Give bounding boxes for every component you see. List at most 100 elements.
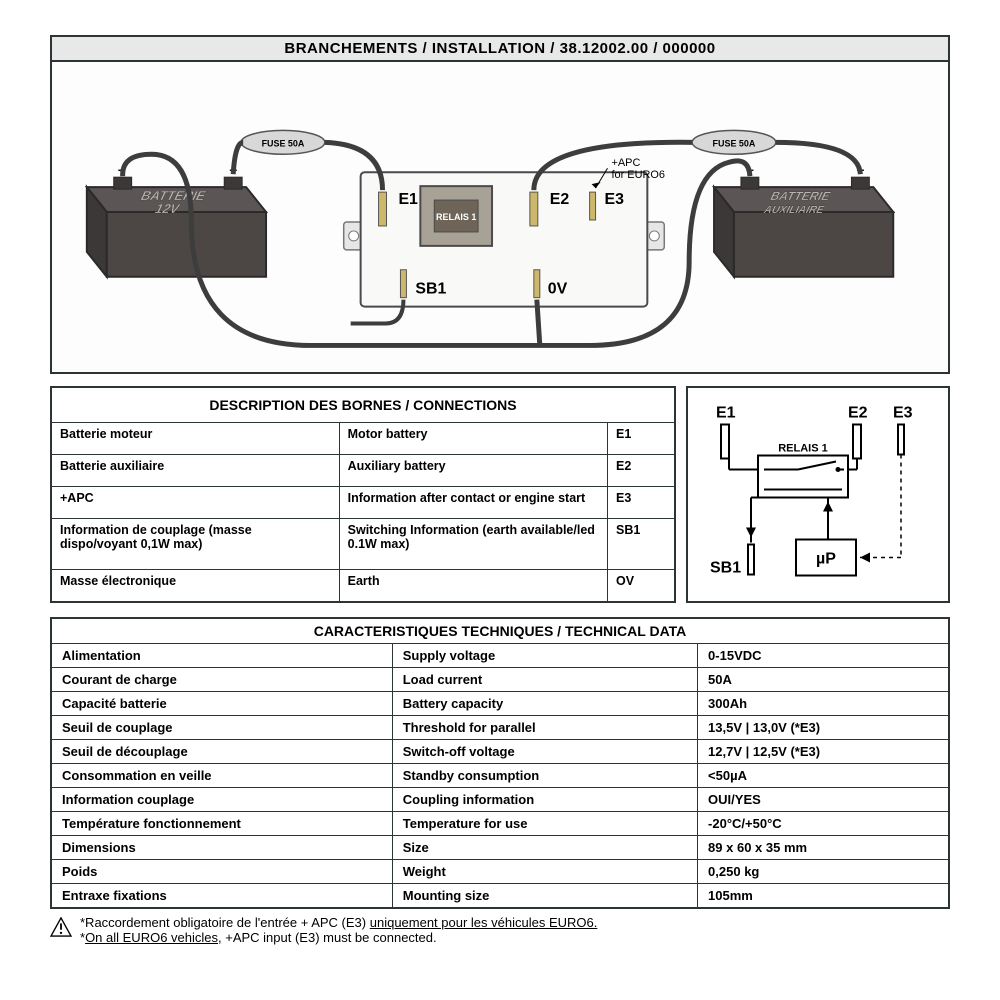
svg-text:E3: E3 [893,405,913,422]
svg-text:FUSE 50A: FUSE 50A [713,138,756,148]
svg-text:E1: E1 [716,405,736,422]
svg-text:FUSE 50A: FUSE 50A [262,138,305,148]
svg-text:SB1: SB1 [710,560,741,577]
diagram-title: BRANCHEMENTS / INSTALLATION / 38.12002.0… [50,35,950,62]
svg-text:RELAIS 1: RELAIS 1 [436,212,476,222]
table-row: DimensionsSize89 x 60 x 35 mm [51,836,949,860]
tech-fr: Seuil de découplage [51,740,392,764]
svg-text:E1: E1 [398,191,418,208]
fuse-right-icon: FUSE 50A [692,130,776,154]
connections-table: DESCRIPTION DES BORNES / CONNECTIONS Bat… [50,386,676,603]
tech-val: <50µA [698,764,949,788]
tech-en: Mounting size [392,884,697,909]
tech-fr: Seuil de couplage [51,716,392,740]
footnote-line-2: *On all EURO6 vehicles, +APC input (E3) … [80,930,597,945]
tech-en: Load current [392,668,697,692]
conn-fr: +APC [51,486,339,518]
tech-en: Battery capacity [392,692,697,716]
tech-val: OUI/YES [698,788,949,812]
footnote-line-1: *Raccordement obligatoire de l'entrée + … [80,915,597,930]
technical-header: CARACTERISTIQUES TECHNIQUES / TECHNICAL … [51,618,949,644]
tech-val: 89 x 60 x 35 mm [698,836,949,860]
conn-code: SB1 [608,518,676,569]
conn-en: Switching Information (earth available/l… [339,518,607,569]
conn-fr: Batterie auxiliaire [51,454,339,486]
svg-text:E2: E2 [550,191,570,208]
tech-val: 50A [698,668,949,692]
table-row: +APCInformation after contact or engine … [51,486,675,518]
table-row: Batterie auxiliaireAuxiliary batteryE2 [51,454,675,486]
svg-text:E3: E3 [605,191,625,208]
table-row: Information couplageCoupling information… [51,788,949,812]
table-row: PoidsWeight0,250 kg [51,860,949,884]
tech-val: 300Ah [698,692,949,716]
tech-fr: Température fonctionnement [51,812,392,836]
svg-text:+APC: +APC [612,157,641,169]
tech-fr: Entraxe fixations [51,884,392,909]
conn-fr: Batterie moteur [51,422,339,454]
schematic-diagram: E1 E2 E3 SB1 RELAIS 1 [686,386,950,603]
battery-aux-icon: BATTERIE AUXILIAIRE − + [714,162,893,277]
installation-diagram: BATTERIE 12V − + BATTERIE AUXILIAIRE − + [50,62,950,374]
relay-module-icon: RELAIS 1 E1 E2 E3 SB1 0V [344,172,665,306]
table-row: AlimentationSupply voltage0-15VDC [51,644,949,668]
table-row: Masse électroniqueEarthOV [51,569,675,602]
wiring-svg: BATTERIE 12V − + BATTERIE AUXILIAIRE − + [52,62,948,372]
svg-text:0V: 0V [548,281,568,298]
tech-fr: Courant de charge [51,668,392,692]
tech-en: Supply voltage [392,644,697,668]
tech-fr: Consommation en veille [51,764,392,788]
conn-en: Auxiliary battery [339,454,607,486]
conn-code: E1 [608,422,676,454]
conn-code: E3 [608,486,676,518]
tech-en: Size [392,836,697,860]
tech-val: -20°C/+50°C [698,812,949,836]
tech-fr: Capacité batterie [51,692,392,716]
svg-text:for EURO6: for EURO6 [612,169,666,181]
tech-en: Weight [392,860,697,884]
svg-text:µP: µP [816,551,836,568]
tech-val: 12,7V | 12,5V (*E3) [698,740,949,764]
warning-icon [50,917,72,937]
conn-en: Earth [339,569,607,602]
tech-val: 13,5V | 13,0V (*E3) [698,716,949,740]
tech-en: Standby consumption [392,764,697,788]
table-row: Capacité batterieBattery capacity300Ah [51,692,949,716]
conn-fr: Information de couplage (masse dispo/voy… [51,518,339,569]
svg-text:SB1: SB1 [415,281,446,298]
table-row: Seuil de découplageSwitch-off voltage12,… [51,740,949,764]
conn-code: E2 [608,454,676,486]
technical-data-table: CARACTERISTIQUES TECHNIQUES / TECHNICAL … [50,617,950,909]
table-row: Consommation en veilleStandby consumptio… [51,764,949,788]
tech-en: Temperature for use [392,812,697,836]
table-row: Batterie moteurMotor batteryE1 [51,422,675,454]
connections-header: DESCRIPTION DES BORNES / CONNECTIONS [51,387,675,422]
tech-en: Threshold for parallel [392,716,697,740]
tech-val: 0-15VDC [698,644,949,668]
svg-text:BATTERIE: BATTERIE [768,190,833,203]
tech-fr: Alimentation [51,644,392,668]
tech-en: Switch-off voltage [392,740,697,764]
conn-en: Information after contact or engine star… [339,486,607,518]
wire-e2-a [776,142,861,174]
conn-code: OV [608,569,676,602]
tech-val: 0,250 kg [698,860,949,884]
table-row: Seuil de couplageThreshold for parallel1… [51,716,949,740]
tech-val: 105mm [698,884,949,909]
footnotes: *Raccordement obligatoire de l'entrée + … [50,915,950,945]
table-row: Température fonctionnementTemperature fo… [51,812,949,836]
svg-text:AUXILIAIRE: AUXILIAIRE [762,204,827,215]
svg-text:E2: E2 [848,405,868,422]
svg-text:RELAIS 1: RELAIS 1 [778,443,828,455]
table-row: Information de couplage (masse dispo/voy… [51,518,675,569]
tech-fr: Poids [51,860,392,884]
wire-e1-a [233,142,243,174]
table-row: Entraxe fixationsMounting size105mm [51,884,949,909]
tech-fr: Information couplage [51,788,392,812]
fuse-left-icon: FUSE 50A [241,130,325,154]
conn-en: Motor battery [339,422,607,454]
tech-en: Coupling information [392,788,697,812]
tech-fr: Dimensions [51,836,392,860]
conn-fr: Masse électronique [51,569,339,602]
battery-motor-icon: BATTERIE 12V − + [87,162,266,277]
